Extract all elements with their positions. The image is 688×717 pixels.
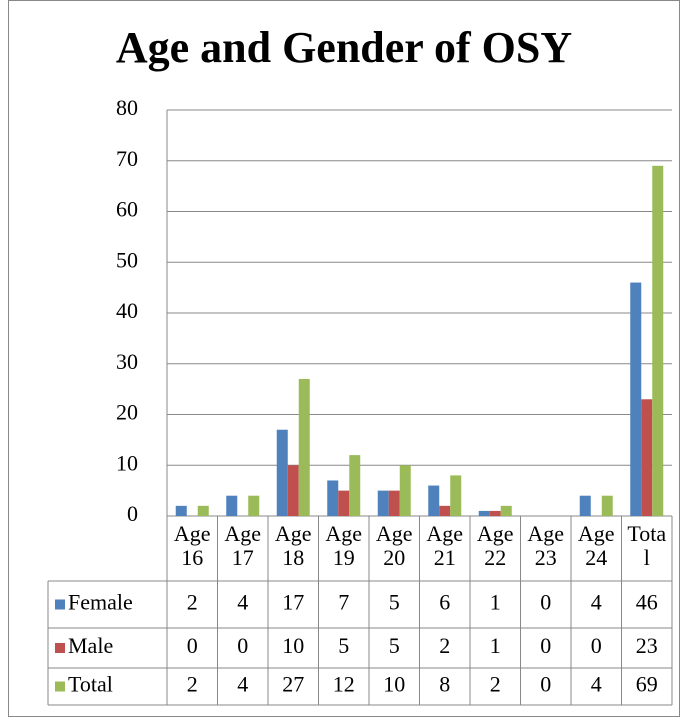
table-value: 4 [591, 672, 602, 697]
table-value: 0 [540, 633, 551, 658]
table-value: 46 [636, 590, 658, 615]
x-tick-label-box: Age 17 [224, 522, 262, 570]
bar [579, 495, 591, 516]
table-value: 2 [187, 590, 198, 615]
table-value: 2 [439, 633, 450, 658]
bar [377, 490, 389, 516]
x-tick-label-box: Age 19 [325, 522, 363, 570]
x-tick-label-box: Age 24 [577, 522, 615, 570]
y-tick-label: 80 [116, 95, 138, 120]
x-tick-label: Age 24 [577, 522, 615, 570]
x-tick-label: Age 16 [173, 522, 211, 570]
legend-key [55, 599, 65, 610]
table-value: 1 [490, 633, 501, 658]
table-value: 0 [540, 590, 551, 615]
x-tick-label-box: Total [627, 522, 667, 570]
bar [298, 378, 310, 516]
x-tick-label-box: Age 16 [173, 522, 211, 570]
table-value: 10 [383, 672, 405, 697]
legend-label: Male [68, 633, 113, 658]
table-value: 10 [282, 633, 304, 658]
table-value: 0 [237, 633, 248, 658]
table-value: 0 [591, 633, 602, 658]
y-tick-label: 30 [116, 349, 138, 374]
bar [500, 505, 512, 516]
bar [641, 399, 653, 516]
x-tick-label-box: Age 23 [527, 522, 565, 570]
table-value: 7 [338, 590, 349, 615]
x-tick-label-box: Age 18 [274, 522, 312, 570]
y-tick-label: 40 [116, 298, 138, 323]
bar [428, 485, 440, 516]
x-tick-label: Age 18 [274, 522, 312, 570]
x-tick-label: Total [627, 522, 667, 570]
table-value: 5 [389, 590, 400, 615]
bar [248, 495, 260, 516]
chart-border [8, 0, 680, 717]
x-tick-label: Age 17 [224, 522, 262, 570]
bar [601, 495, 613, 516]
y-tick-label: 70 [116, 146, 138, 171]
table-value: 6 [439, 590, 450, 615]
bar [450, 475, 462, 516]
legend-label: Female [68, 590, 133, 615]
table-value: 2 [187, 672, 198, 697]
bar [287, 465, 299, 516]
x-tick-label: Age 19 [325, 522, 363, 570]
y-tick-label: 60 [116, 197, 138, 222]
bar [630, 282, 642, 516]
bar [349, 455, 361, 516]
y-tick-label: 20 [116, 400, 138, 425]
table-value: 4 [237, 590, 248, 615]
table-value: 5 [338, 633, 349, 658]
table-value: 5 [389, 633, 400, 658]
x-tick-label-box: Age 21 [426, 522, 464, 570]
y-tick-label: 0 [127, 501, 138, 526]
table-value: 0 [540, 672, 551, 697]
table-value: 2 [490, 672, 501, 697]
table-value: 0 [187, 633, 198, 658]
x-tick-label-box: Age 22 [476, 522, 514, 570]
bar [327, 480, 339, 516]
x-tick-label: Age 23 [527, 522, 565, 570]
table-value: 27 [282, 672, 304, 697]
bar [197, 505, 209, 516]
bar [276, 429, 288, 516]
bar [478, 510, 490, 516]
bar [175, 505, 187, 516]
table-value: 17 [282, 590, 304, 615]
table-value: 69 [636, 672, 658, 697]
legend-key [55, 643, 65, 653]
table-value: 4 [591, 590, 602, 615]
legend-key [55, 681, 65, 692]
y-tick-label: 10 [116, 450, 138, 475]
table-value: 4 [237, 672, 248, 697]
table-value: 23 [636, 633, 658, 658]
legend-label: Total [68, 672, 113, 697]
bar [489, 510, 501, 516]
bar [338, 490, 350, 516]
bar [439, 505, 451, 516]
table-value: 1 [490, 590, 501, 615]
bar [399, 465, 411, 516]
x-tick-label-box: Age 20 [375, 522, 413, 570]
x-tick-label: Age 22 [476, 522, 514, 570]
chart-title: Age and Gender of OSY [116, 23, 572, 72]
bar [388, 490, 400, 516]
x-tick-label: Age 21 [426, 522, 464, 570]
x-tick-label: Age 20 [375, 522, 413, 570]
table-value: 8 [439, 672, 450, 697]
bar [226, 495, 238, 516]
y-tick-label: 50 [116, 247, 138, 272]
table-value: 12 [333, 672, 355, 697]
bar [652, 165, 664, 516]
